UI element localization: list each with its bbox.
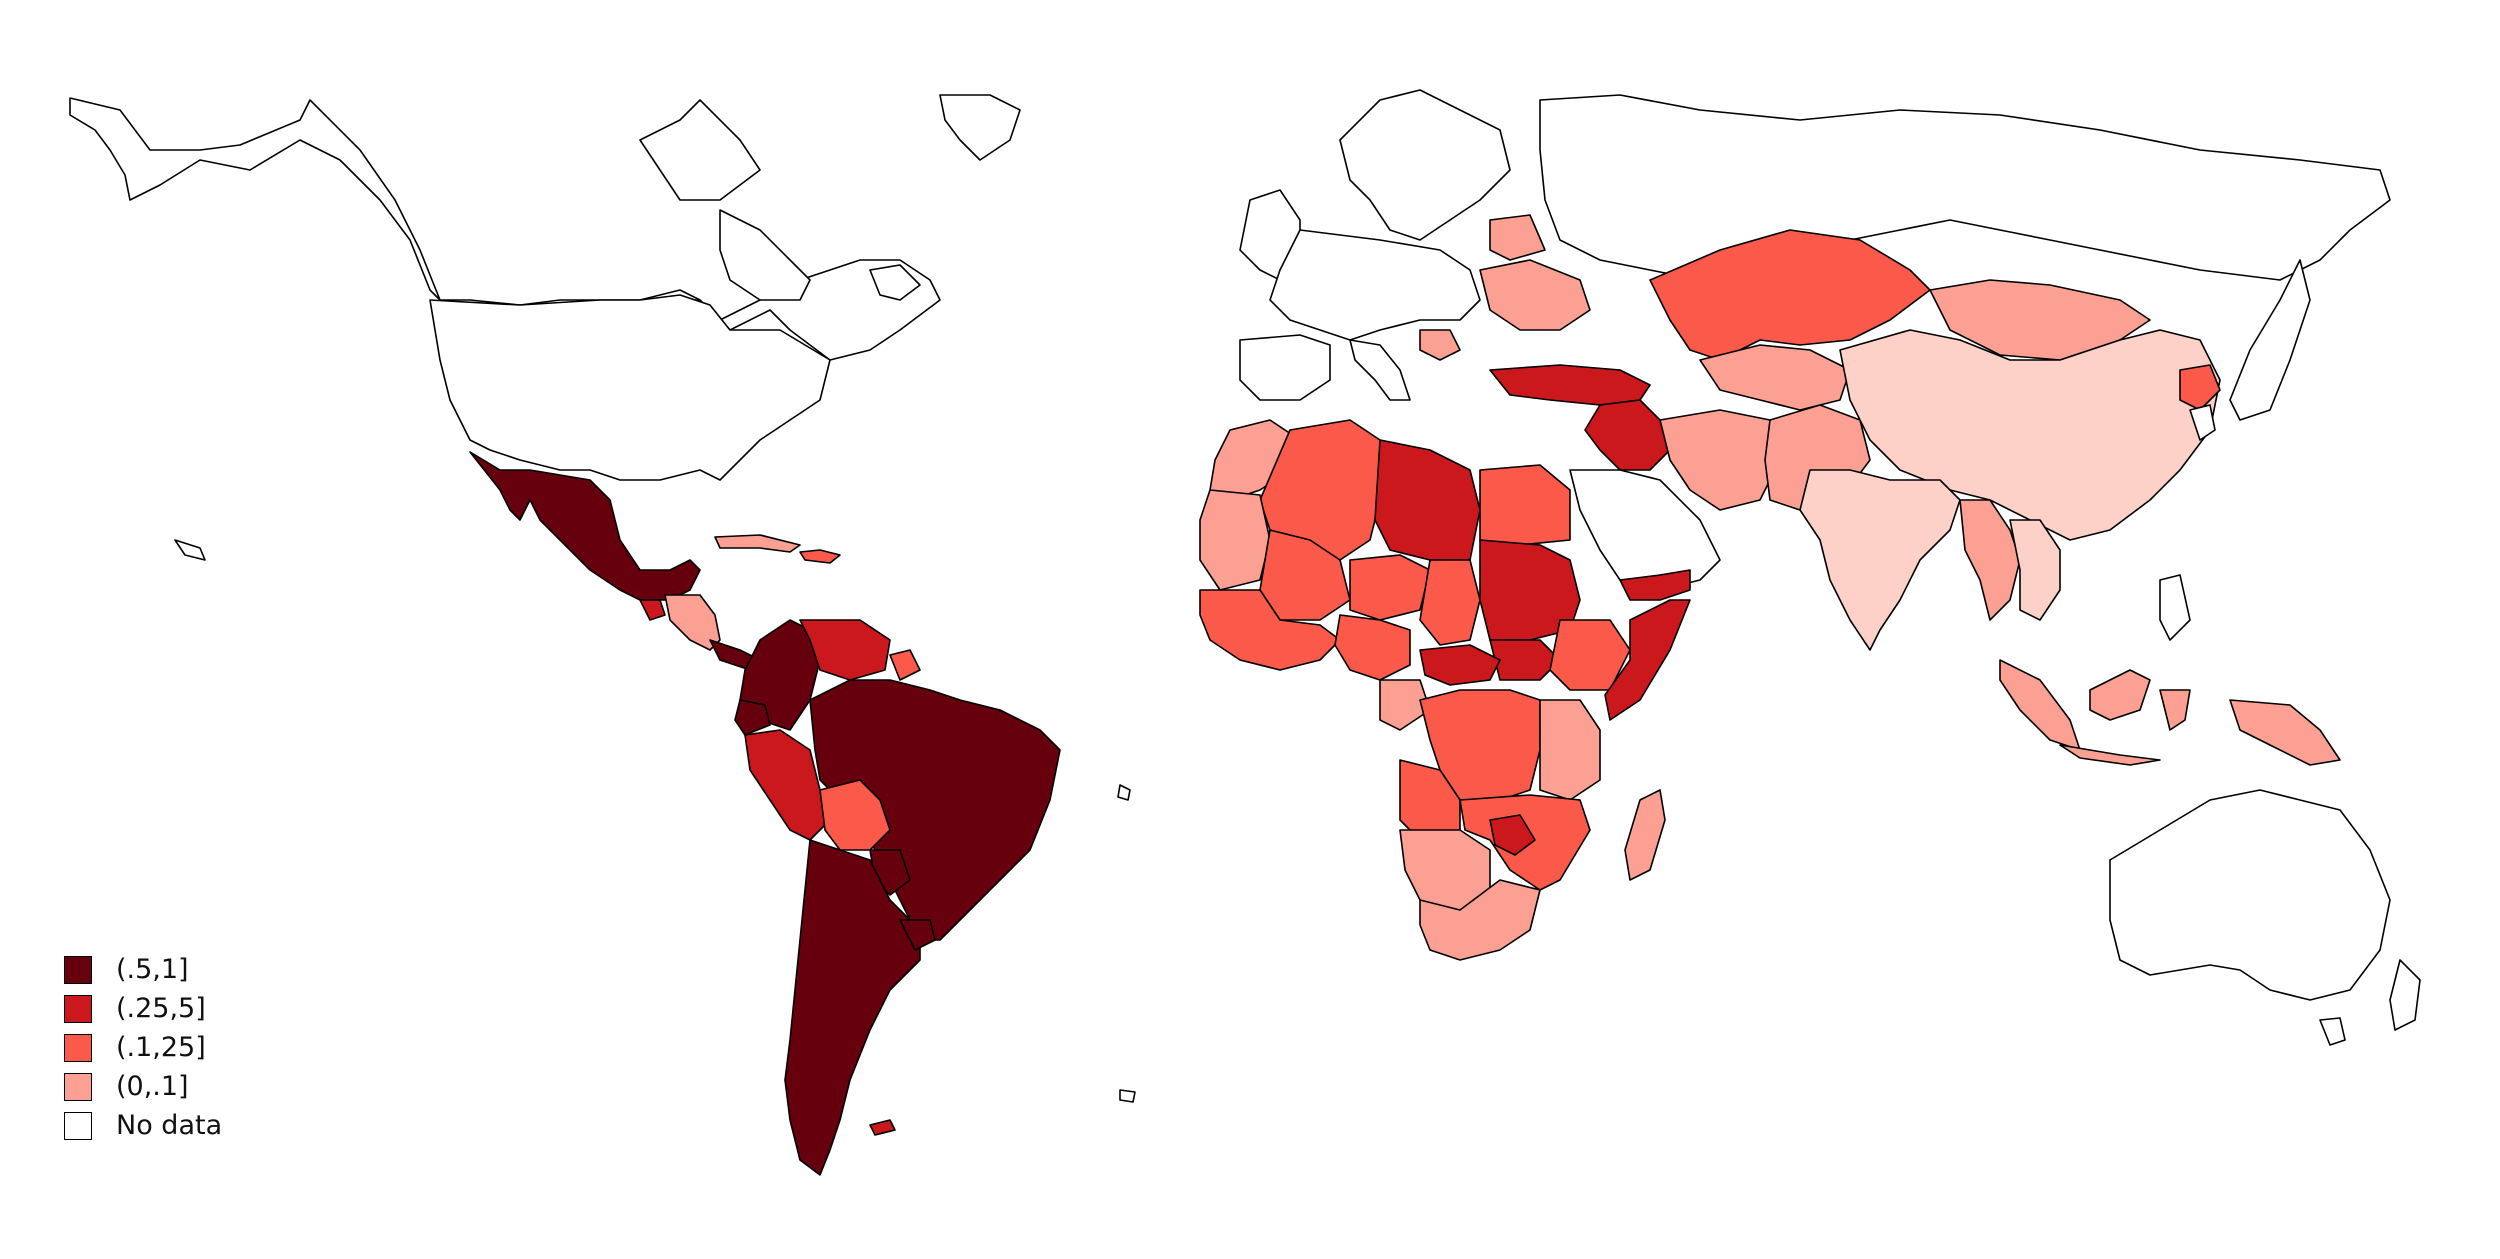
country-nigeria (1334, 614, 1411, 681)
legend-swatch (64, 994, 92, 1023)
region-hudson-coast (719, 209, 811, 301)
country-japan (2229, 259, 2311, 421)
region-usa (429, 294, 831, 481)
country-papua (2229, 699, 2341, 766)
country-north-korea (2179, 364, 2221, 411)
country-malaysia-sumatra (1999, 659, 2081, 751)
region-newfoundland (869, 264, 921, 301)
country-somalia (1604, 599, 1691, 721)
country-cameroon-gabon (1379, 679, 1431, 731)
country-guatemala (639, 599, 666, 621)
legend-label: (.1,25] (116, 1032, 206, 1063)
country-philippines (2159, 574, 2191, 641)
north-america (69, 94, 1021, 481)
country-indonesia-sulawesi (2159, 689, 2191, 731)
map-legend: (.5,1] (.25,5] (.1,25] (0,.1] No data (64, 950, 222, 1145)
country-niger (1349, 554, 1431, 621)
region-scandinavia (1339, 89, 1511, 241)
country-peru (744, 729, 831, 841)
country-uruguay (899, 919, 936, 951)
country-central-asia (1699, 344, 1851, 411)
region-hawaii (174, 539, 206, 561)
legend-label: (0,.1] (116, 1071, 189, 1102)
africa (1199, 419, 1691, 961)
country-china (1839, 329, 2221, 541)
latin-america (469, 451, 1061, 1176)
country-indonesia-borneo (2089, 669, 2151, 721)
country-west-africa-coast (1199, 589, 1341, 671)
country-mexico (469, 451, 701, 601)
country-iran (1659, 409, 1781, 511)
country-west-sahara-mauritania (1199, 489, 1271, 591)
legend-item: (0,.1] (64, 1067, 222, 1106)
country-south-africa (1419, 879, 1541, 961)
country-syria-iraq (1584, 399, 1671, 471)
country-chile-argentina (784, 839, 921, 1176)
legend-item: (.25,5] (64, 989, 222, 1028)
region-small-island-2 (1119, 1089, 1136, 1103)
country-falklands (869, 1119, 896, 1136)
legend-label: (.25,5] (116, 993, 206, 1024)
region-saudi-arabia (1569, 469, 1721, 591)
legend-swatch (64, 1111, 92, 1140)
region-alaska-canada (69, 97, 941, 361)
country-morocco (1209, 419, 1301, 501)
region-new-zealand (2389, 959, 2421, 1031)
region-western-europe (1269, 229, 1481, 341)
country-ecuador (734, 699, 771, 736)
region-italy (1349, 339, 1411, 401)
country-car (1419, 644, 1501, 686)
country-yemen (1619, 569, 1691, 601)
country-haiti-dr (799, 549, 841, 564)
legend-swatch (64, 955, 92, 984)
legend-swatch (64, 1033, 92, 1062)
country-ukraine (1479, 259, 1591, 331)
country-zimbabwe (1489, 814, 1536, 856)
legend-item: No data (64, 1106, 222, 1145)
country-drc (1419, 689, 1541, 801)
europe (1239, 89, 2391, 401)
country-vietnam-laos (2009, 519, 2061, 621)
country-chad (1419, 559, 1481, 646)
country-egypt (1479, 464, 1571, 546)
region-canada-arctic (639, 99, 761, 201)
country-myanmar-thailand (1959, 499, 2021, 621)
region-tasmania (2319, 1017, 2346, 1046)
country-korea-south (2189, 404, 2216, 441)
country-bolivia (819, 779, 891, 851)
country-india (1799, 469, 1961, 651)
legend-swatch (64, 1072, 92, 1101)
legend-label: No data (116, 1110, 223, 1141)
country-belarus (1489, 214, 1546, 261)
region-greenland (939, 94, 1021, 161)
country-kenya-tanzania (1539, 699, 1601, 801)
country-venezuela (799, 619, 891, 681)
oceania (174, 539, 2421, 1103)
legend-item: (.1,25] (64, 1028, 222, 1067)
region-small-island-1 (1117, 784, 1131, 801)
region-iberia (1239, 334, 1331, 401)
country-kazakhstan (1649, 229, 1931, 361)
country-colombia (739, 619, 821, 731)
country-turkey (1489, 364, 1651, 406)
country-mongolia (1929, 279, 2151, 361)
legend-item: (.5,1] (64, 950, 222, 989)
country-libya (1374, 439, 1481, 561)
region-australia (2109, 789, 2391, 1001)
legend-label: (.5,1] (116, 954, 189, 985)
region-russia (1539, 94, 2391, 281)
country-guyana (889, 649, 921, 681)
country-cuba (714, 534, 801, 553)
asia (1799, 259, 2341, 766)
country-madagascar (1624, 789, 1666, 881)
country-java (2059, 744, 2161, 766)
country-balkans (1419, 329, 1461, 361)
